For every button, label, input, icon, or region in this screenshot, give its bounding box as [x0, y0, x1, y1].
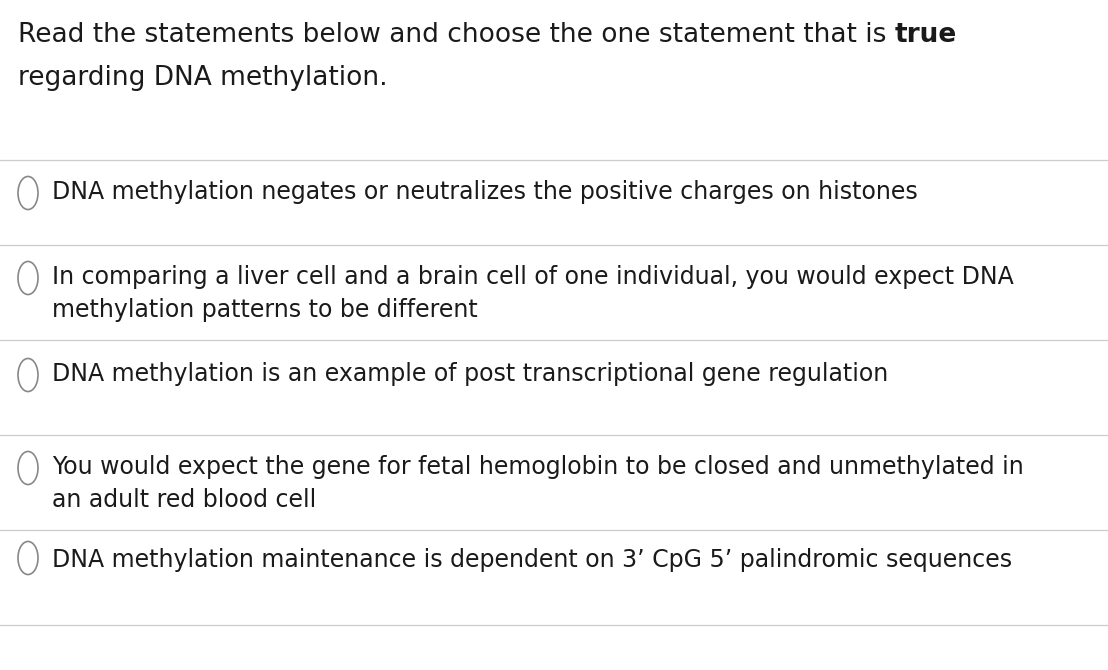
Text: In comparing a liver cell and a brain cell of one individual, you would expect D: In comparing a liver cell and a brain ce… — [52, 265, 1014, 322]
Text: You would expect the gene for fetal hemoglobin to be closed and unmethylated in
: You would expect the gene for fetal hemo… — [52, 455, 1024, 512]
Ellipse shape — [18, 176, 38, 210]
Text: DNA methylation maintenance is dependent on 3’ CpG 5’ palindromic sequences: DNA methylation maintenance is dependent… — [52, 548, 1012, 572]
Text: true: true — [895, 22, 957, 48]
Text: DNA methylation negates or neutralizes the positive charges on histones: DNA methylation negates or neutralizes t… — [52, 180, 917, 204]
Text: DNA methylation is an example of post transcriptional gene regulation: DNA methylation is an example of post tr… — [52, 362, 889, 386]
Ellipse shape — [18, 541, 38, 575]
Text: regarding DNA methylation.: regarding DNA methylation. — [18, 65, 388, 91]
Ellipse shape — [18, 261, 38, 295]
Text: Read the statements below and choose the one statement that is: Read the statements below and choose the… — [18, 22, 895, 48]
Ellipse shape — [18, 358, 38, 391]
Ellipse shape — [18, 452, 38, 484]
